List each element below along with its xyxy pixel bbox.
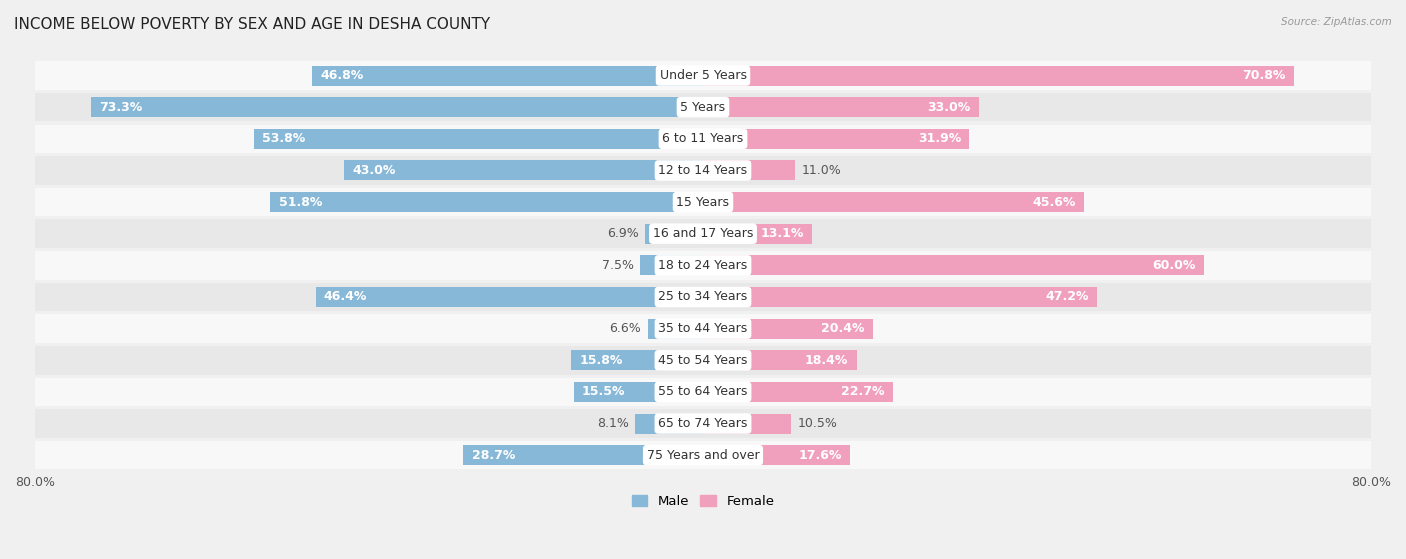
Text: 11.0%: 11.0% xyxy=(801,164,841,177)
Text: 47.2%: 47.2% xyxy=(1045,291,1088,304)
Text: 6.9%: 6.9% xyxy=(607,227,638,240)
Bar xyxy=(703,287,1097,307)
Text: 46.4%: 46.4% xyxy=(323,291,367,304)
Bar xyxy=(91,97,703,117)
Text: Source: ZipAtlas.com: Source: ZipAtlas.com xyxy=(1281,17,1392,27)
Bar xyxy=(703,319,873,339)
Bar xyxy=(464,445,703,465)
Text: 22.7%: 22.7% xyxy=(841,385,884,399)
Bar xyxy=(35,346,1371,375)
Text: 73.3%: 73.3% xyxy=(100,101,142,113)
Text: 43.0%: 43.0% xyxy=(353,164,395,177)
Bar xyxy=(35,314,1371,343)
Text: 45 to 54 Years: 45 to 54 Years xyxy=(658,354,748,367)
Bar xyxy=(253,129,703,149)
Bar xyxy=(640,255,703,276)
Bar xyxy=(645,224,703,244)
Bar xyxy=(315,287,703,307)
Bar xyxy=(571,350,703,370)
Text: 18.4%: 18.4% xyxy=(804,354,848,367)
Bar xyxy=(703,382,893,402)
Bar xyxy=(35,156,1371,184)
Bar xyxy=(35,93,1371,121)
Bar xyxy=(703,445,851,465)
Bar xyxy=(35,125,1371,153)
Text: 15.5%: 15.5% xyxy=(582,385,626,399)
Text: 10.5%: 10.5% xyxy=(797,417,837,430)
Text: 53.8%: 53.8% xyxy=(262,132,305,145)
Bar xyxy=(35,251,1371,280)
Text: Under 5 Years: Under 5 Years xyxy=(659,69,747,82)
Text: 25 to 34 Years: 25 to 34 Years xyxy=(658,291,748,304)
Bar xyxy=(636,414,703,434)
Text: 8.1%: 8.1% xyxy=(596,417,628,430)
Bar xyxy=(703,129,969,149)
Bar xyxy=(35,188,1371,216)
Bar xyxy=(35,409,1371,438)
Bar xyxy=(703,414,790,434)
Bar xyxy=(703,192,1084,212)
Bar xyxy=(648,319,703,339)
Bar xyxy=(35,220,1371,248)
Bar xyxy=(574,382,703,402)
Bar xyxy=(344,160,703,181)
Text: 13.1%: 13.1% xyxy=(761,227,804,240)
Text: 20.4%: 20.4% xyxy=(821,322,865,335)
Text: 31.9%: 31.9% xyxy=(918,132,962,145)
Bar xyxy=(703,97,979,117)
Text: 60.0%: 60.0% xyxy=(1153,259,1195,272)
Text: 51.8%: 51.8% xyxy=(278,196,322,209)
Bar xyxy=(35,378,1371,406)
Bar xyxy=(35,441,1371,470)
Text: 55 to 64 Years: 55 to 64 Years xyxy=(658,385,748,399)
Text: 17.6%: 17.6% xyxy=(799,449,842,462)
Bar xyxy=(703,255,1204,276)
Text: 16 and 17 Years: 16 and 17 Years xyxy=(652,227,754,240)
Bar xyxy=(35,61,1371,90)
Text: 5 Years: 5 Years xyxy=(681,101,725,113)
Text: 65 to 74 Years: 65 to 74 Years xyxy=(658,417,748,430)
Text: 33.0%: 33.0% xyxy=(927,101,970,113)
Legend: Male, Female: Male, Female xyxy=(626,490,780,514)
Text: 45.6%: 45.6% xyxy=(1032,196,1076,209)
Bar xyxy=(703,65,1294,86)
Text: 18 to 24 Years: 18 to 24 Years xyxy=(658,259,748,272)
Text: 15.8%: 15.8% xyxy=(579,354,623,367)
Text: 75 Years and over: 75 Years and over xyxy=(647,449,759,462)
Bar xyxy=(270,192,703,212)
Text: 12 to 14 Years: 12 to 14 Years xyxy=(658,164,748,177)
Text: INCOME BELOW POVERTY BY SEX AND AGE IN DESHA COUNTY: INCOME BELOW POVERTY BY SEX AND AGE IN D… xyxy=(14,17,491,32)
Bar xyxy=(312,65,703,86)
Bar xyxy=(703,160,794,181)
Text: 15 Years: 15 Years xyxy=(676,196,730,209)
Bar xyxy=(35,283,1371,311)
Text: 35 to 44 Years: 35 to 44 Years xyxy=(658,322,748,335)
Text: 6.6%: 6.6% xyxy=(609,322,641,335)
Bar xyxy=(703,224,813,244)
Text: 7.5%: 7.5% xyxy=(602,259,634,272)
Text: 28.7%: 28.7% xyxy=(471,449,515,462)
Bar xyxy=(703,350,856,370)
Text: 46.8%: 46.8% xyxy=(321,69,364,82)
Text: 6 to 11 Years: 6 to 11 Years xyxy=(662,132,744,145)
Text: 70.8%: 70.8% xyxy=(1243,69,1286,82)
